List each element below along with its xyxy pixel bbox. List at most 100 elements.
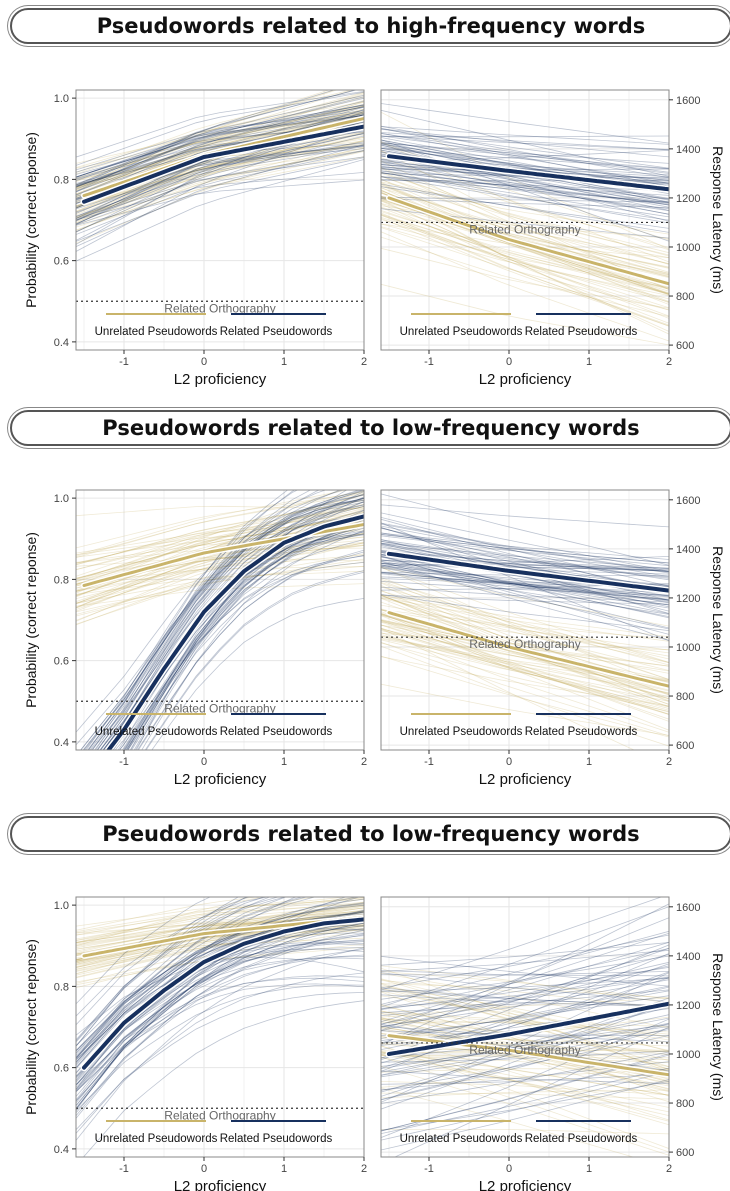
sample-line-unrelated (381, 632, 669, 733)
sample-line-unrelated (76, 506, 364, 583)
sample-line-unrelated (76, 90, 338, 189)
sample-line-unrelated (381, 191, 669, 332)
chart-panel-section3-latency: Related Orthography Unrelated Pseudowords… (380, 896, 726, 1191)
sample-line-related (381, 989, 669, 1007)
sample-line-unrelated (76, 497, 364, 605)
y-tick-label: 1.0 (54, 900, 69, 912)
sample-line-unrelated (381, 247, 669, 309)
sample-line-unrelated (76, 90, 353, 173)
sample-line-unrelated (381, 990, 669, 1051)
y-tick-label: 1400 (676, 951, 700, 963)
sample-line-related (381, 533, 669, 564)
x-tick-label: -1 (424, 1163, 434, 1175)
legend-label-unrelated: Unrelated Pseudowords (95, 726, 218, 738)
x-tick-label: 0 (506, 356, 512, 368)
sample-line-unrelated (381, 211, 669, 289)
sample-line-unrelated (76, 558, 364, 617)
x-tick-label: 1 (586, 1163, 592, 1175)
sample-line-related (76, 954, 364, 1102)
sample-line-unrelated (381, 627, 669, 713)
sample-line-related (381, 554, 669, 614)
sample-line-related (381, 562, 669, 570)
sample-line-unrelated (76, 99, 364, 195)
legend-label-related: Related Pseudowords (220, 726, 333, 738)
sample-line-related (381, 142, 669, 164)
sample-line-unrelated (381, 1129, 669, 1135)
panel-frame (380, 489, 670, 751)
sample-line-unrelated (76, 101, 364, 195)
sample-line-related (76, 897, 249, 1047)
sample-line-unrelated (76, 897, 364, 932)
sample-line-unrelated (381, 683, 669, 736)
sample-line-related (381, 563, 669, 597)
sample-line-related (381, 172, 669, 218)
sample-line-related (76, 956, 364, 1036)
sample-line-unrelated (381, 1057, 669, 1113)
sample-line-unrelated (76, 506, 364, 571)
sample-line-related (76, 115, 364, 173)
sample-line-related (381, 549, 669, 572)
sample-line-related (76, 132, 364, 225)
sample-line-unrelated (381, 980, 669, 1009)
sample-line-related (381, 126, 669, 145)
section-title: Pseudowords related to low-frequency wor… (102, 822, 640, 846)
sample-line-unrelated (381, 1087, 635, 1157)
sample-line-related (381, 977, 669, 1017)
sample-line-related (381, 971, 669, 1069)
sample-line-related (381, 573, 669, 600)
x-axis-label: L2 proficiency (174, 1178, 267, 1191)
sample-line-unrelated (381, 978, 669, 1052)
sample-line-unrelated (381, 620, 669, 692)
sample-line-unrelated (381, 1051, 669, 1122)
sample-line-unrelated (381, 198, 669, 292)
sample-line-unrelated (76, 523, 364, 610)
sample-line-related (76, 897, 361, 1110)
sample-line-related (119, 526, 364, 750)
sample-line-unrelated (76, 897, 351, 936)
sample-line-unrelated (381, 198, 669, 288)
sample-line-related (381, 139, 669, 242)
sample-line-related (76, 104, 364, 182)
sample-line-unrelated (76, 90, 355, 191)
sample-line-unrelated (381, 580, 669, 680)
sample-line-unrelated (381, 566, 669, 627)
sample-line-related (76, 179, 364, 226)
sample-line-related (381, 535, 669, 567)
sample-line-related (76, 100, 364, 201)
sample-line-related (381, 1018, 669, 1138)
sample-line-unrelated (76, 526, 364, 604)
sample-line-unrelated (381, 635, 669, 699)
sample-line-related (381, 897, 663, 991)
sample-line-unrelated (76, 924, 364, 966)
sample-line-related (381, 1017, 669, 1069)
sample-line-related (381, 133, 669, 173)
sample-line-unrelated (76, 111, 364, 180)
y-tick-label: 0.6 (54, 656, 69, 668)
sample-line-unrelated (381, 582, 669, 666)
sample-line-unrelated (381, 1052, 669, 1108)
sample-line-related (381, 560, 669, 609)
sample-line-unrelated (381, 187, 669, 304)
sample-line-unrelated (381, 595, 669, 686)
sample-line-related (102, 490, 364, 750)
sample-line-related (381, 948, 669, 1010)
sample-line-related (381, 972, 669, 1103)
chart-panel-section3-probability: Related Orthography Unrelated Pseudowords… (23, 896, 367, 1191)
sample-line-related (94, 490, 364, 750)
sample-line-unrelated (76, 105, 364, 182)
sample-line-related (76, 114, 364, 193)
sample-line-unrelated (76, 91, 364, 189)
sample-line-related (381, 567, 669, 601)
sample-lines (76, 490, 364, 750)
y-tick-label: 600 (676, 340, 694, 352)
x-tick-label: -1 (424, 756, 434, 768)
sample-line-related (381, 1067, 669, 1134)
sample-line-unrelated (381, 1027, 669, 1073)
sample-line-related (76, 90, 358, 186)
sample-line-unrelated (381, 1089, 669, 1099)
sample-line-related (137, 551, 364, 750)
reference-line-label: Related Orthography (469, 1043, 580, 1057)
sample-line-related (95, 490, 296, 750)
sample-line-related (76, 106, 364, 178)
section-header-1: Pseudowords related to high-frequency wo… (10, 8, 730, 44)
